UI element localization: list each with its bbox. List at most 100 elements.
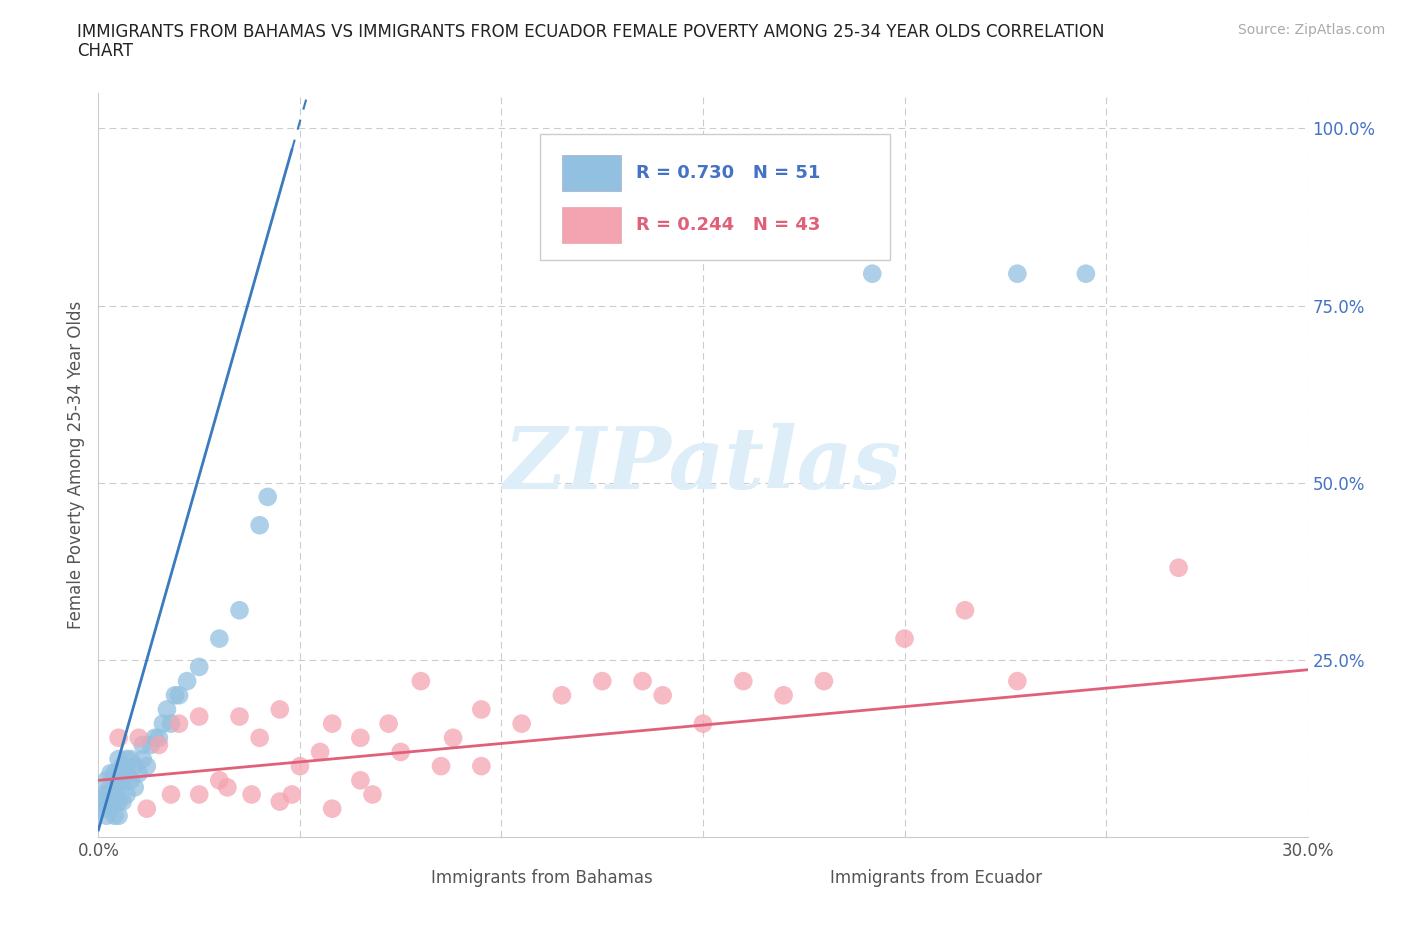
Point bbox=[188, 787, 211, 802]
Text: R = 0.730   N = 51: R = 0.730 N = 51 bbox=[637, 164, 821, 182]
Point bbox=[321, 802, 343, 817]
FancyBboxPatch shape bbox=[785, 865, 820, 891]
Point bbox=[1167, 560, 1189, 575]
Point bbox=[733, 673, 755, 688]
Point bbox=[389, 745, 412, 760]
Point bbox=[91, 787, 114, 802]
Point bbox=[148, 730, 170, 745]
Point bbox=[148, 737, 170, 752]
Point bbox=[103, 794, 125, 809]
Point bbox=[107, 751, 129, 766]
Point bbox=[772, 688, 794, 703]
Point bbox=[188, 659, 211, 674]
Point bbox=[111, 794, 134, 809]
Point bbox=[132, 737, 155, 752]
Point bbox=[103, 808, 125, 823]
Point bbox=[240, 787, 263, 802]
Point bbox=[111, 773, 134, 788]
Text: ZIPatlas: ZIPatlas bbox=[503, 423, 903, 507]
Point bbox=[120, 751, 142, 766]
Point bbox=[103, 780, 125, 795]
Point bbox=[100, 765, 122, 780]
Text: CHART: CHART bbox=[77, 42, 134, 60]
Point bbox=[813, 673, 835, 688]
Point bbox=[860, 266, 883, 281]
Point bbox=[510, 716, 533, 731]
Point bbox=[107, 765, 129, 780]
Text: Immigrants from Bahamas: Immigrants from Bahamas bbox=[432, 869, 652, 887]
Point bbox=[309, 745, 332, 760]
Point bbox=[100, 787, 122, 802]
Point bbox=[591, 673, 613, 688]
Point bbox=[163, 688, 186, 703]
Point bbox=[228, 603, 250, 618]
Point bbox=[441, 730, 464, 745]
FancyBboxPatch shape bbox=[561, 206, 621, 244]
Point bbox=[256, 489, 278, 504]
Point bbox=[377, 716, 399, 731]
Point bbox=[631, 673, 654, 688]
Point bbox=[124, 780, 146, 795]
Point bbox=[288, 759, 311, 774]
Point bbox=[409, 673, 432, 688]
Point bbox=[139, 737, 162, 752]
Point bbox=[111, 759, 134, 774]
Text: R = 0.244   N = 43: R = 0.244 N = 43 bbox=[637, 216, 821, 234]
Text: IMMIGRANTS FROM BAHAMAS VS IMMIGRANTS FROM ECUADOR FEMALE POVERTY AMONG 25-34 YE: IMMIGRANTS FROM BAHAMAS VS IMMIGRANTS FR… bbox=[77, 23, 1105, 41]
Point bbox=[430, 759, 453, 774]
Point bbox=[124, 759, 146, 774]
Point bbox=[349, 773, 371, 788]
Point bbox=[893, 631, 915, 646]
Point bbox=[217, 780, 239, 795]
Point bbox=[100, 780, 122, 795]
Point bbox=[249, 730, 271, 745]
Point bbox=[160, 716, 183, 731]
Point bbox=[107, 794, 129, 809]
Point bbox=[96, 808, 118, 823]
Point bbox=[1007, 266, 1029, 281]
Point bbox=[1074, 266, 1097, 281]
Point bbox=[551, 688, 574, 703]
Point bbox=[269, 702, 291, 717]
Point bbox=[107, 808, 129, 823]
Point bbox=[120, 773, 142, 788]
FancyBboxPatch shape bbox=[540, 134, 890, 260]
Point bbox=[470, 702, 492, 717]
Point bbox=[132, 751, 155, 766]
Text: Source: ZipAtlas.com: Source: ZipAtlas.com bbox=[1237, 23, 1385, 37]
Point bbox=[152, 716, 174, 731]
Point bbox=[135, 802, 157, 817]
Point bbox=[135, 759, 157, 774]
Y-axis label: Female Poverty Among 25-34 Year Olds: Female Poverty Among 25-34 Year Olds bbox=[66, 301, 84, 629]
Point bbox=[281, 787, 304, 802]
Point bbox=[361, 787, 384, 802]
FancyBboxPatch shape bbox=[387, 865, 422, 891]
Point bbox=[167, 688, 190, 703]
Point bbox=[107, 730, 129, 745]
Point bbox=[321, 716, 343, 731]
Point bbox=[107, 780, 129, 795]
Point bbox=[208, 631, 231, 646]
Point bbox=[91, 794, 114, 809]
Point bbox=[349, 730, 371, 745]
Point bbox=[1007, 673, 1029, 688]
Text: Immigrants from Ecuador: Immigrants from Ecuador bbox=[830, 869, 1042, 887]
Point bbox=[96, 794, 118, 809]
Point bbox=[160, 787, 183, 802]
Point bbox=[115, 751, 138, 766]
FancyBboxPatch shape bbox=[561, 154, 621, 192]
Point bbox=[115, 787, 138, 802]
Point bbox=[188, 709, 211, 724]
Point bbox=[692, 716, 714, 731]
Point bbox=[208, 773, 231, 788]
Point bbox=[176, 673, 198, 688]
Point bbox=[156, 702, 179, 717]
Point bbox=[651, 688, 673, 703]
Point bbox=[128, 765, 150, 780]
Point bbox=[103, 765, 125, 780]
Point bbox=[953, 603, 976, 618]
Point bbox=[228, 709, 250, 724]
Point bbox=[249, 518, 271, 533]
Point bbox=[143, 730, 166, 745]
Point bbox=[167, 716, 190, 731]
